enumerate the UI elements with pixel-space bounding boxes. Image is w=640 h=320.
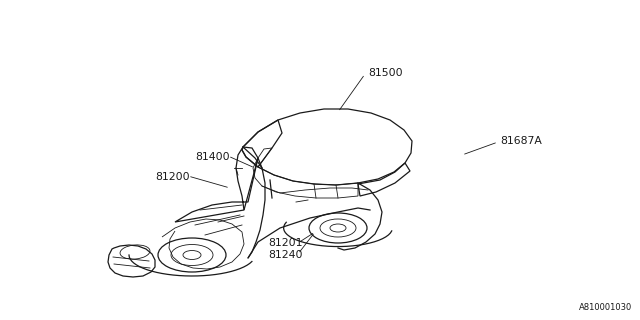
- Text: 81201: 81201: [268, 238, 303, 248]
- Text: 81240: 81240: [268, 250, 303, 260]
- Text: A810001030: A810001030: [579, 303, 632, 312]
- Text: 81687A: 81687A: [500, 136, 542, 146]
- Text: 81200: 81200: [155, 172, 189, 182]
- Text: 81400: 81400: [195, 152, 230, 162]
- Text: 81500: 81500: [368, 68, 403, 78]
